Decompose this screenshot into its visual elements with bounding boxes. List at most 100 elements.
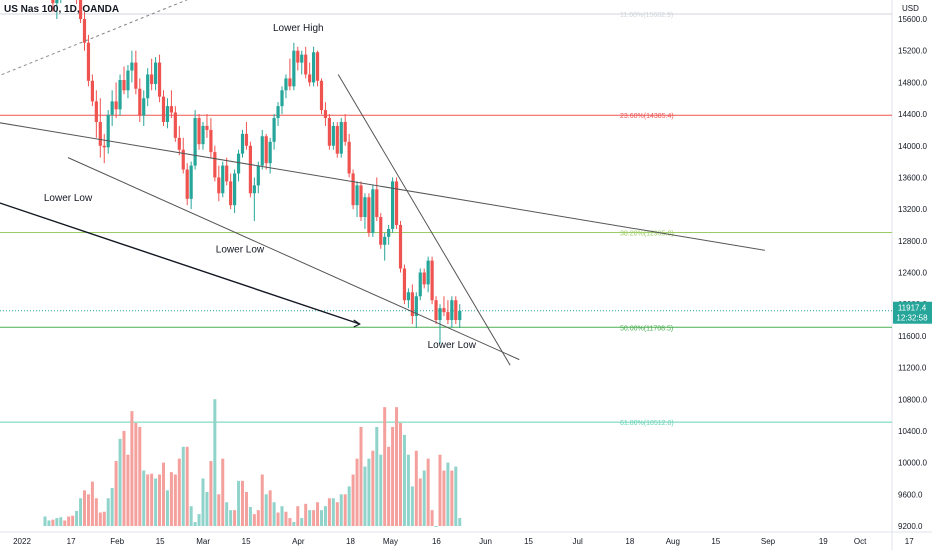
volume-bar — [165, 490, 169, 526]
x-tick-label: Sep — [761, 537, 776, 546]
volume-bar — [98, 512, 102, 526]
x-tick-label: 15 — [711, 537, 720, 546]
volume-bar — [406, 454, 410, 526]
annotation-label: Lower High — [273, 23, 324, 34]
candle-body — [454, 300, 458, 321]
volume-bar — [241, 480, 244, 526]
volume-bar — [410, 486, 414, 526]
volume-bar — [252, 514, 256, 526]
volume-bar — [106, 498, 110, 526]
volume-bar — [55, 518, 59, 526]
annotation-label: Lower Low — [216, 245, 265, 256]
candle-body — [268, 141, 272, 164]
volume-bar — [430, 510, 434, 526]
candle-body — [201, 125, 205, 145]
volume-bar — [320, 510, 323, 526]
volume-bar — [343, 494, 347, 526]
trendline[interactable] — [337, 74, 511, 366]
volume-bar — [197, 514, 201, 526]
candle-body — [379, 217, 383, 245]
volume-bar — [308, 510, 312, 526]
candle-body — [406, 292, 410, 301]
volume-bar — [118, 438, 122, 526]
volume-bar — [442, 470, 446, 526]
y-tick-label: 14800.0 — [898, 78, 927, 87]
x-tick-label: Feb — [110, 537, 124, 546]
volume-bar — [391, 426, 395, 526]
x-tick-label: May — [383, 537, 398, 546]
candle-body — [331, 125, 335, 146]
candle-body — [173, 112, 177, 138]
x-tick-label: 15 — [524, 537, 533, 546]
candle-body — [236, 153, 241, 174]
volume-bar — [158, 474, 162, 526]
candle-body — [426, 260, 430, 285]
candle-body — [300, 54, 304, 63]
trendline[interactable] — [0, 110, 766, 251]
volume-bar — [367, 458, 371, 526]
volume-bar — [284, 511, 288, 526]
candle-body — [327, 118, 331, 146]
x-tick-label: Aug — [666, 537, 680, 546]
trendline-arrow — [353, 319, 361, 328]
candle-body — [312, 52, 316, 83]
volume-bar — [177, 458, 181, 526]
x-tick-label: 15 — [156, 537, 165, 546]
candle-body — [157, 62, 162, 97]
candle-body — [122, 79, 126, 91]
price-badge-countdown: 12:32:58 — [896, 314, 928, 323]
candle-body — [430, 260, 434, 301]
volume-bar — [225, 502, 229, 526]
trendline[interactable] — [0, 177, 360, 325]
volume-bar — [63, 520, 67, 526]
volume-bar — [268, 490, 272, 526]
y-tick-label: 12400.0 — [898, 269, 927, 278]
volume-bar — [83, 490, 86, 526]
candle-body — [130, 62, 134, 71]
candle-body — [304, 54, 308, 75]
candle-body — [142, 98, 146, 116]
candle-body — [233, 173, 237, 206]
candle-body — [90, 80, 94, 102]
volume-bar — [154, 478, 158, 526]
volume-bar — [383, 407, 387, 526]
candle-body — [355, 185, 359, 206]
candle-body — [244, 133, 249, 146]
x-tick-label: 17 — [905, 537, 914, 546]
candle-body — [387, 228, 391, 237]
candle-body — [315, 52, 320, 81]
price-badge-value: 11917.4 — [898, 304, 927, 313]
volume-bar — [142, 470, 146, 526]
candle-body — [169, 106, 173, 113]
volume-bar — [276, 512, 280, 526]
trendline[interactable] — [67, 157, 520, 361]
volume-bar — [359, 426, 363, 526]
candle-body — [78, 0, 83, 19]
volume-bar — [272, 502, 276, 526]
candle-body — [161, 96, 166, 122]
candle-body — [51, 0, 55, 4]
volume-bar — [43, 516, 47, 526]
volume-bar — [375, 426, 379, 526]
volume-bar — [280, 506, 284, 526]
candle-body — [418, 272, 422, 297]
volume-bar — [458, 518, 462, 526]
candle-body — [229, 181, 233, 206]
x-tick-label: 16 — [432, 537, 441, 546]
volume-bar — [248, 506, 252, 526]
volume-bar — [395, 407, 399, 526]
candle-body — [339, 121, 343, 154]
candle-body — [264, 136, 268, 164]
candle-body — [260, 136, 264, 166]
volume-bar — [316, 502, 320, 526]
candle-body — [114, 101, 118, 110]
currency-label: USD — [902, 4, 919, 13]
candle-body — [225, 165, 229, 182]
candle-body — [434, 300, 438, 321]
volume-bar — [434, 526, 438, 527]
volume-bar — [209, 461, 213, 526]
volume-bar — [450, 470, 454, 526]
candle-body — [86, 42, 91, 81]
